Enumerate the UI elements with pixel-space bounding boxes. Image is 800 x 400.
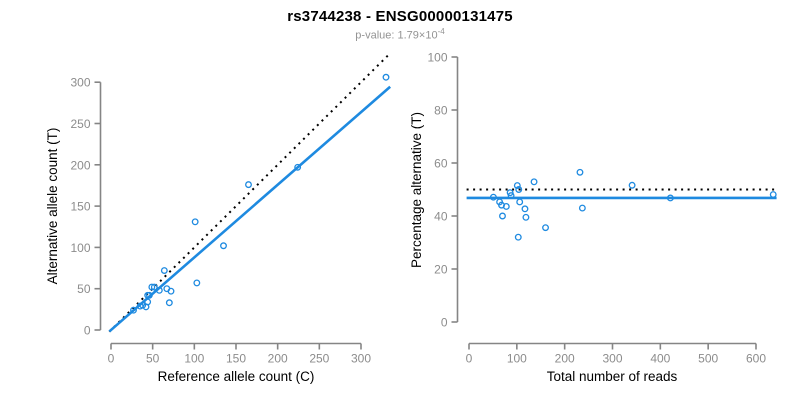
data-point [499, 212, 506, 220]
data-point [769, 191, 777, 198]
allele-count-scatter-panel: 0 50 100 150 200 250 300 0 50 100 150 200 250 300 Alt… [45, 52, 392, 384]
p-value-exponent: -4 [437, 27, 445, 36]
right-x-axis-title: Total number of reads [547, 369, 678, 384]
data-point [220, 242, 227, 250]
right-y-axis-title: Percentage alternative (T) [409, 112, 424, 268]
data-point [167, 287, 175, 295]
data-point [193, 279, 201, 287]
data-point [139, 301, 147, 309]
y-tick-label: 250 [70, 117, 90, 131]
y-tick-label: 150 [70, 200, 90, 214]
data-point [148, 283, 156, 291]
x-tick-label: 50 [146, 352, 160, 366]
data-point [578, 204, 586, 212]
y-tick-label: 300 [70, 76, 90, 90]
data-point [522, 213, 530, 221]
data-point [516, 198, 524, 206]
data-point [165, 299, 173, 307]
data-point [666, 194, 674, 202]
p-value-text: p-value: 1.79×10 [355, 29, 438, 42]
y-tick-label: 0 [84, 324, 91, 338]
y-tick-label: 60 [434, 157, 448, 171]
data-point [382, 73, 390, 81]
data-point [628, 181, 636, 189]
x-tick-label: 500 [698, 352, 718, 366]
data-point [502, 203, 510, 210]
data-point [515, 186, 523, 193]
data-point [160, 267, 168, 274]
x-tick-label: 100 [507, 352, 527, 366]
x-tick-label: 400 [650, 352, 670, 366]
x-tick-label: 250 [309, 352, 329, 366]
y-tick-label: 100 [427, 51, 447, 65]
x-tick-label: 200 [268, 352, 288, 366]
x-tick-label: 300 [351, 352, 371, 366]
y-tick-label: 100 [70, 241, 90, 255]
y-tick-label: 40 [434, 210, 448, 224]
x-tick-label: 600 [746, 352, 766, 366]
data-point [521, 205, 529, 213]
data-point [145, 291, 153, 299]
data-point [514, 233, 522, 241]
data-point [576, 168, 584, 176]
data-point [513, 182, 521, 189]
percentage-scatter-panel: 0 20 40 60 80 100 0 100 200 300 400 500 600 Percenta… [409, 51, 777, 384]
page-title: rs3744238 - ENSG00000131475 [287, 8, 513, 25]
data-point [144, 298, 152, 306]
x-tick-label: 150 [226, 352, 246, 366]
y-tick-label: 20 [434, 263, 448, 277]
y-tick-label: 0 [441, 316, 448, 330]
x-tick-label: 100 [184, 352, 204, 366]
p-value-subtitle: p-value: 1.79×10-4 [0, 27, 800, 42]
left-axes: 0 50 100 150 200 250 300 0 50 100 150 200 250 300 [70, 52, 392, 366]
data-point [130, 306, 137, 314]
data-point [191, 218, 199, 226]
right-axes: 0 20 40 60 80 100 0 100 200 300 400 500 600 [427, 51, 777, 366]
x-tick-label: 300 [602, 352, 622, 366]
data-point [155, 286, 163, 294]
x-tick-label: 0 [466, 352, 473, 366]
data-point [530, 178, 538, 186]
y-tick-label: 200 [70, 158, 90, 172]
left-x-axis-title: Reference allele count (C) [158, 369, 315, 384]
left-y-axis-title: Alternative allele count (T) [45, 128, 60, 285]
data-point [245, 181, 252, 189]
data-point [507, 192, 515, 200]
data-point [150, 283, 158, 291]
data-point [489, 193, 497, 201]
y-tick-label: 50 [77, 282, 91, 296]
x-tick-label: 200 [555, 352, 575, 366]
y-tick-label: 80 [434, 104, 448, 118]
x-tick-label: 0 [108, 352, 115, 366]
data-point [542, 224, 549, 232]
data-point [294, 163, 302, 171]
